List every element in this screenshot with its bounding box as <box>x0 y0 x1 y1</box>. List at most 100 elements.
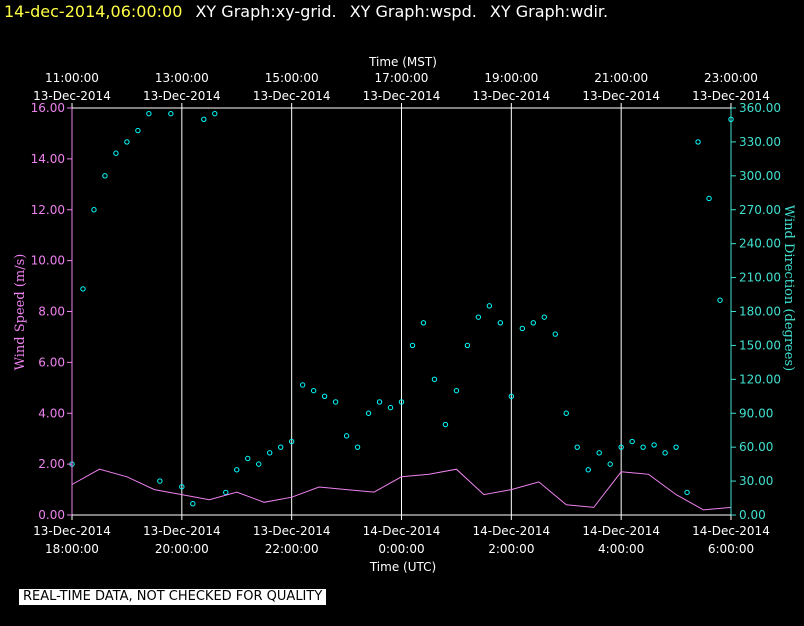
wind-direction-point <box>717 297 723 303</box>
axes <box>67 103 736 520</box>
top-tick-time: 21:00:00 <box>594 71 648 85</box>
bottom-tick-date: 14-Dec-2014 <box>472 524 550 538</box>
graph-title-xy-grid: XY Graph:xy-grid. <box>195 2 337 21</box>
wind-direction-point <box>288 438 295 445</box>
wind-direction-point <box>475 314 482 320</box>
left-tick-label: 12.00 <box>31 203 65 217</box>
header-timestamp: 14-dec-2014,06:00:00 <box>4 2 183 21</box>
left-tick-label: 2.00 <box>38 457 65 471</box>
wind-direction-point <box>299 382 306 388</box>
bottom-tick-date: 14-Dec-2014 <box>582 524 660 538</box>
wind-direction-point <box>420 320 427 326</box>
left-tick-label: 8.00 <box>38 305 65 319</box>
wind-direction-point <box>640 444 646 450</box>
bottom-tick-date: 14-Dec-2014 <box>363 524 441 538</box>
wind-direction-point <box>431 376 438 383</box>
left-tick-label: 16.00 <box>31 101 65 115</box>
header: 14-dec-2014,06:00:00 XY Graph:xy-grid. X… <box>4 2 608 21</box>
wind-direction-point <box>179 484 185 490</box>
top-tick-time: 17:00:00 <box>375 71 429 85</box>
top-tick-date: 13-Dec-2014 <box>33 89 111 103</box>
left-tick-label: 10.00 <box>31 254 65 268</box>
wind-direction-point <box>146 110 152 117</box>
wind-speed-series <box>71 468 732 511</box>
wind-direction-point <box>673 444 679 450</box>
quality-notice: REAL-TIME DATA, NOT CHECKED FOR QUALITY <box>19 589 327 605</box>
wind-direction-point <box>277 444 284 450</box>
top-tick-time: 11:00:00 <box>45 71 99 85</box>
wind-direction-point <box>464 342 471 349</box>
top-tick-date: 13-Dec-2014 <box>143 89 221 103</box>
wind-direction-point <box>113 150 119 156</box>
wind-direction-point <box>552 331 558 337</box>
wind-direction-point <box>541 314 547 320</box>
wind-direction-point <box>80 286 86 292</box>
bottom-tick-time: 2:00:00 <box>488 542 534 556</box>
wind-direction-point <box>563 410 569 416</box>
right-tick-label: 30.00 <box>739 474 773 488</box>
right-tick-label: 210.00 <box>739 271 781 285</box>
wind-direction-point <box>574 444 580 450</box>
wind-direction-point <box>442 421 449 428</box>
wind-direction-point <box>234 467 240 473</box>
right-tick-label: 270.00 <box>739 203 781 217</box>
wind-direction-point <box>124 139 130 145</box>
top-tick-date: 13-Dec-2014 <box>472 89 550 103</box>
bottom-tick-date: 13-Dec-2014 <box>33 524 111 538</box>
wind-direction-point <box>135 127 141 134</box>
wind-direction-point <box>486 303 493 309</box>
right-tick-label: 360.00 <box>739 101 781 115</box>
wind-direction-point <box>607 461 613 467</box>
wind-direction-point <box>585 467 591 473</box>
wind-direction-point <box>365 410 372 416</box>
wind-direction-point <box>267 450 273 456</box>
bottom-axis-label: Time (UTC) <box>369 560 436 574</box>
wind-direction-point <box>508 393 515 399</box>
right-tick-label: 90.00 <box>739 406 773 420</box>
bottom-tick-time: 0:00:00 <box>378 542 424 556</box>
right-tick-label: 330.00 <box>739 135 781 149</box>
right-tick-label: 150.00 <box>739 338 781 352</box>
wind-direction-point <box>706 195 712 202</box>
wind-direction-point <box>245 455 251 462</box>
top-tick-time: 19:00:00 <box>484 71 538 85</box>
top-axis-label: Time (MST) <box>368 55 437 69</box>
right-tick-label: 300.00 <box>739 169 781 183</box>
top-tick-date: 13-Dec-2014 <box>692 89 770 103</box>
bottom-tick-date: 13-Dec-2014 <box>143 524 221 538</box>
left-tick-label: 6.00 <box>38 355 65 369</box>
bottom-tick-time: 20:00:00 <box>155 542 209 556</box>
left-axis-label: Wind Speed (m/s) <box>13 254 28 371</box>
bottom-tick-time: 6:00:00 <box>708 542 754 556</box>
tick-labels: 11:00:00 13-Dec-2014 13:00:00 13-Dec-2014 15… <box>31 71 781 556</box>
wind-direction-point <box>530 320 536 326</box>
right-tick-label: 60.00 <box>739 440 773 454</box>
bottom-tick-time: 4:00:00 <box>598 542 644 556</box>
wind-direction-point <box>157 478 163 484</box>
wind-direction-point <box>310 387 317 394</box>
wind-direction-point <box>212 110 218 117</box>
wind-direction-point <box>662 450 668 456</box>
top-tick-date: 13-Dec-2014 <box>363 89 441 103</box>
wind-direction-point <box>519 325 526 332</box>
wind-speed-line <box>71 468 732 511</box>
left-tick-label: 4.00 <box>38 406 65 420</box>
right-tick-label: 0.00 <box>739 508 766 522</box>
top-tick-date: 13-Dec-2014 <box>253 89 331 103</box>
wind-direction-point <box>332 399 339 405</box>
wind-direction-point <box>398 399 405 405</box>
wind-direction-point <box>102 173 108 179</box>
right-tick-label: 120.00 <box>739 372 781 386</box>
wind-direction-point <box>497 320 504 326</box>
wind-direction-point <box>354 444 361 450</box>
top-tick-time: 13:00:00 <box>155 71 209 85</box>
wind-direction-point <box>321 393 328 399</box>
top-tick-time: 23:00:00 <box>704 71 758 85</box>
wind-direction-point <box>695 139 701 145</box>
wind-direction-point <box>201 116 207 123</box>
graph-title-wspd: XY Graph:wspd. <box>349 2 477 21</box>
grid-lines <box>71 108 732 515</box>
bottom-tick-time: 22:00:00 <box>265 542 319 556</box>
right-tick-label: 180.00 <box>739 305 781 319</box>
